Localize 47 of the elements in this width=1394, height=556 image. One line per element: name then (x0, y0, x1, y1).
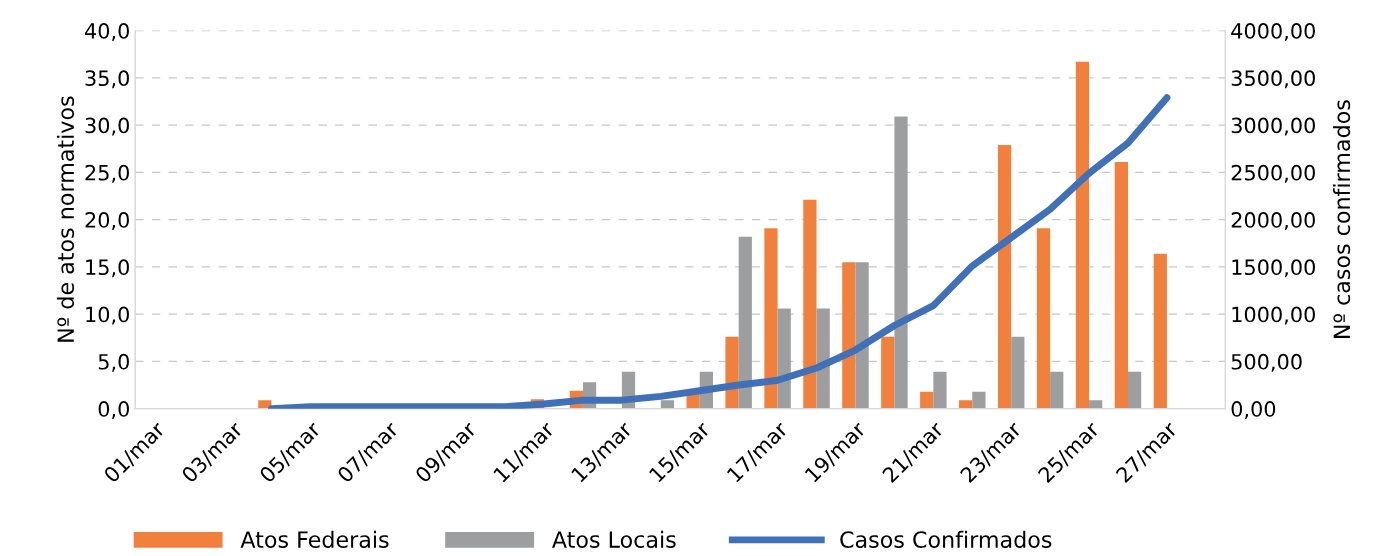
bar (972, 391, 986, 409)
bar (1114, 161, 1128, 409)
y-tick-label: 20,0 (85, 212, 129, 230)
y2-axis-title: Nº casos confirmados (1333, 100, 1351, 338)
y2-tick-label: 0,00 (1231, 401, 1276, 419)
bar (920, 391, 934, 409)
y-tick-label: 40,0 (84, 23, 129, 41)
bar (1089, 400, 1103, 409)
y2-tick-label: 2500,00 (1231, 164, 1315, 183)
bar (933, 371, 947, 409)
legend-label: Casos Confirmados (840, 530, 1052, 548)
bar (842, 262, 856, 409)
y-tick-label: 5,0 (98, 353, 129, 372)
y2-tick-label: 500,00 (1231, 353, 1302, 372)
bar (777, 308, 791, 409)
y2-tick-label: 1000,00 (1232, 306, 1315, 325)
y-tick-label: 15,0 (86, 259, 129, 278)
bar (855, 262, 869, 409)
y-axis-title: Nº de atos normativos (56, 96, 75, 342)
bar (1075, 61, 1090, 409)
y2-tick-label: 2000,00 (1231, 212, 1315, 230)
y2-tick-label: 3000,00 (1231, 117, 1315, 136)
bar (816, 308, 830, 409)
bar (1011, 336, 1025, 409)
y2-tick-label: 3500,00 (1231, 70, 1315, 89)
bar (764, 228, 778, 409)
y2-tick-label: 1500,00 (1232, 259, 1315, 278)
y-tick-label: 35,0 (85, 70, 129, 89)
bar (1127, 371, 1142, 409)
bar (894, 116, 908, 409)
legend-label: Atos Locais (552, 530, 676, 548)
legend-label: Atos Federais (240, 530, 389, 548)
bar (959, 400, 973, 409)
bar (1153, 253, 1167, 409)
bar (1036, 228, 1051, 409)
y-tick-label: 0,0 (98, 401, 129, 419)
bar (997, 144, 1012, 409)
bar (881, 336, 895, 409)
y2-tick-label: 4000,00 (1231, 23, 1315, 41)
y-tick-label: 10,0 (86, 306, 129, 325)
y-tick-label: 30,0 (85, 117, 129, 136)
bar (738, 236, 752, 409)
bar (803, 199, 817, 409)
y-tick-label: 25,0 (85, 164, 129, 183)
bar (725, 336, 739, 409)
bar (1050, 371, 1064, 409)
bar (660, 400, 675, 409)
